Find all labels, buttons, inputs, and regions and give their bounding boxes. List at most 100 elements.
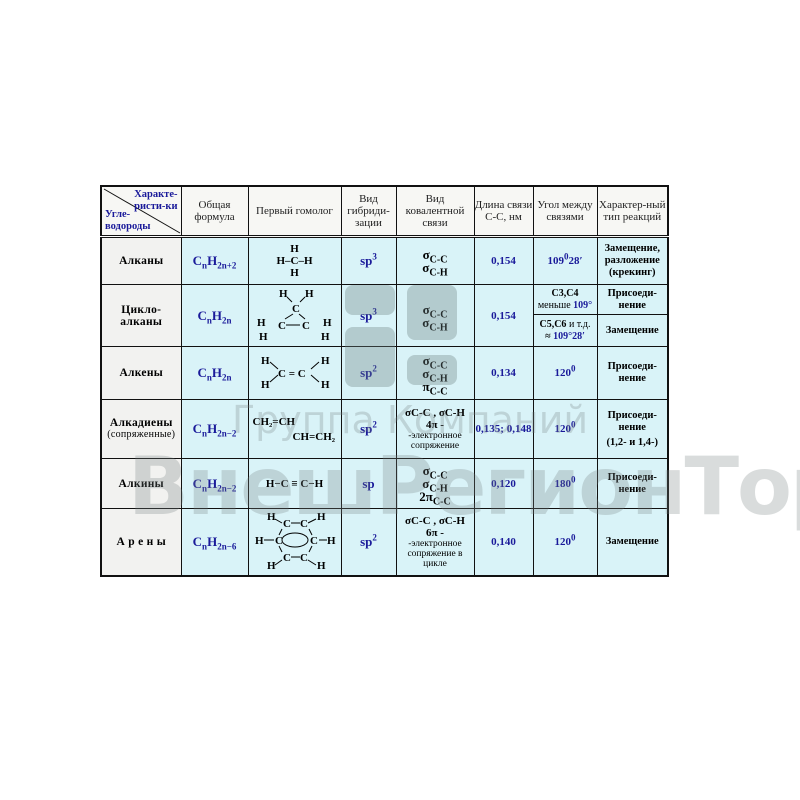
atom-label: C xyxy=(300,518,308,530)
row-name: А р е н ы xyxy=(100,508,182,576)
bond-angle: 1800 xyxy=(532,458,598,509)
svg-text:H: H xyxy=(305,288,314,300)
atom-label: H xyxy=(267,511,276,523)
atom-label: H xyxy=(317,560,326,571)
row-name: Цикло-алканы xyxy=(100,284,182,347)
bond-types: σC-C σC-H xyxy=(395,236,475,285)
reaction-type: Присоеди-нение xyxy=(596,346,669,400)
header-reaction: Характер-ный тип реакций xyxy=(596,185,669,237)
hydrocarbons-table: Характе-ристи-ки Угле-водороды Общая фор… xyxy=(100,185,669,577)
reaction-type-substitution: Замещение xyxy=(596,314,669,347)
row-name: Алкадиены (сопряженные) xyxy=(100,399,182,459)
svg-text:C: C xyxy=(278,320,286,332)
bond-types: σC-C , σC-H 4π - -электронное сопряжение xyxy=(395,399,475,459)
first-homolog: CH₂=CH CH=CH₂ xyxy=(247,399,342,459)
table-row-alkanes: Алканы CnH2n+2 H H–C–H H sp3 σC-C σC-H 0,15… xyxy=(100,236,669,285)
bond-entry: σC-H xyxy=(422,476,448,495)
reaction-type: Присоеди-нение (1,2- и 1,4-) xyxy=(596,399,669,459)
row-name: Алкены xyxy=(100,346,182,400)
bond-angle: 1200 xyxy=(532,399,598,459)
svg-text:H: H xyxy=(259,331,268,343)
table-row-cycloalkanes-b: C5,C6 и т.д. ≈ 109°28′ Замещение xyxy=(101,314,669,347)
reaction-type: Присоеди-нение xyxy=(596,458,669,509)
bond-entry: σC-H xyxy=(422,365,448,385)
bond-angle: 109028′ xyxy=(532,236,598,285)
svg-text:H: H xyxy=(321,355,330,367)
bond-length: 0,140 xyxy=(473,508,534,576)
corner-header-cell: Характе-ристи-ки Угле-водороды xyxy=(100,185,182,237)
bond-line xyxy=(278,529,282,536)
bond-entry: σC-C xyxy=(422,247,448,266)
svg-text:H: H xyxy=(261,355,270,367)
bond-types: σC-C , σC-H 6π - -электронное сопряжение в… xyxy=(395,508,475,576)
bond-length: 0,135; 0,148 xyxy=(473,399,534,459)
general-formula: CnH2n−6 xyxy=(180,508,249,576)
bond-line xyxy=(308,529,312,536)
bond-angle: 1200 xyxy=(532,508,598,576)
corner-hydrocarbons: Угле-водороды xyxy=(105,209,151,232)
row-name: Алкины xyxy=(100,458,182,509)
bond-entry: πC-C xyxy=(422,378,448,398)
atom-label: C xyxy=(275,535,283,547)
svg-text:C: C xyxy=(302,320,310,332)
svg-text:H: H xyxy=(321,379,330,391)
corner-characteristics: Характе-ристи-ки xyxy=(134,189,178,212)
bond-entry: σC-H xyxy=(422,314,448,334)
atom-label: C xyxy=(300,552,308,564)
table-row-alkadienes: Алкадиены (сопряженные) CnH2n−2 CH₂=CH CH=… xyxy=(100,399,669,459)
atom-label: H xyxy=(317,511,326,523)
general-formula: CnH2n+2 xyxy=(180,236,249,285)
atom-label: C xyxy=(283,552,291,564)
hybridization: sp xyxy=(340,458,397,509)
bond-types: σC-C σC-H xyxy=(395,284,475,347)
header-homolog: Первый гомолог xyxy=(247,185,342,237)
benzene-structure: C CC CC CH HH HH H xyxy=(255,511,336,572)
header-formula: Общая формула xyxy=(180,185,249,237)
bond-types: σC-C σC-H πC-C xyxy=(395,346,475,400)
bond-entry: σC-H xyxy=(422,260,448,279)
hybridization: sp2 xyxy=(340,508,397,576)
hybridization: sp2 xyxy=(340,399,397,459)
bond-line xyxy=(278,546,282,553)
reaction-type: Замещение xyxy=(596,508,669,576)
ethylene-structure: HH C = C HH xyxy=(261,355,330,391)
general-formula: CnH2n−2 xyxy=(180,458,249,509)
atom-label: H xyxy=(327,535,336,547)
bond-entry: σC-C xyxy=(422,463,448,482)
first-homolog: H H–C–H H xyxy=(247,236,342,285)
bond-length: 0,154 xyxy=(473,236,534,285)
bond-angle-c5-c6: C5,C6 и т.д. ≈ 109°28′ xyxy=(532,314,598,347)
general-formula: CnH2n xyxy=(180,346,249,400)
general-formula: CnH2n−2 xyxy=(180,399,249,459)
header-hybridization: Вид гибриди-зации xyxy=(340,185,397,237)
bond-line xyxy=(274,518,282,524)
svg-text:H: H xyxy=(279,288,288,300)
header-bond-type: Вид ковалентной связи xyxy=(395,185,475,237)
bond-length: 0,120 xyxy=(473,458,534,509)
bond-length: 0,134 xyxy=(473,346,534,400)
atom-label: C xyxy=(310,535,318,547)
atom-label: H xyxy=(255,535,264,547)
row-name: Алканы xyxy=(100,236,182,285)
bond-entry: σC-C xyxy=(422,352,448,372)
bond-line xyxy=(274,559,282,566)
svg-text:H: H xyxy=(261,379,270,391)
bond-line xyxy=(307,518,316,524)
bond-angle: 1200 xyxy=(532,346,598,400)
bond-line xyxy=(308,546,312,553)
hybridization: sp3 xyxy=(340,284,397,347)
bond-angle-c3-c4: C3,C4 меньше 109° xyxy=(532,283,598,316)
reaction-type-addition: Присоеди-нение xyxy=(596,283,669,316)
svg-text:C: C xyxy=(292,303,300,315)
svg-text:C = C: C = C xyxy=(278,368,306,380)
header-row: Характе-ристи-ки Угле-водороды Общая фор… xyxy=(100,185,669,237)
table-row-alkynes: Алкины CnH2n−2 H−C ≡ C−H sp σC-C σC-H 2πC-… xyxy=(100,458,669,509)
bond-entry: σC-C xyxy=(422,301,448,321)
